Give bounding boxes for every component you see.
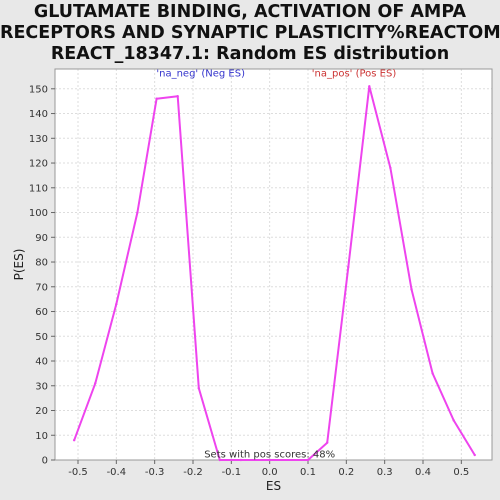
data-point	[136, 211, 139, 214]
y-tick-label: 130	[29, 134, 48, 145]
chart-title-line-3: REACT_18347.1: Random ES distribution	[50, 44, 450, 64]
x-tick-label: -0.5	[68, 467, 88, 478]
y-tick-label: 80	[35, 258, 48, 269]
x-tick-label: 0.0	[262, 467, 278, 478]
data-point	[155, 97, 158, 100]
y-tick-label: 140	[29, 109, 48, 120]
y-tick-label: 90	[35, 233, 48, 244]
x-tick-label: 0.2	[338, 467, 354, 478]
y-tick-label: 20	[35, 406, 48, 417]
y-axis-label: P(ES)	[12, 249, 26, 281]
data-point	[347, 265, 350, 269]
chart-title-line-1: GLUTAMATE BINDING, ACTIVATION OF AMPA	[33, 2, 467, 22]
x-tick-label: 0.5	[453, 467, 469, 478]
x-tick-label: -0.1	[222, 467, 242, 478]
data-point	[115, 302, 118, 306]
y-tick-label: 0	[42, 456, 48, 467]
x-tick-label: -0.4	[107, 467, 127, 478]
y-tick-label: 30	[35, 381, 48, 392]
chart-title-line-2: RECEPTORS AND SYNAPTIC PLASTICITY%REACTO…	[0, 23, 500, 43]
x-tick-label: -0.3	[145, 467, 165, 478]
x-tick-label: 0.3	[377, 467, 393, 478]
data-point	[431, 372, 434, 375]
plot-area	[55, 69, 492, 460]
y-tick-label: 110	[29, 183, 48, 194]
data-point	[452, 419, 455, 422]
data-point	[410, 288, 413, 291]
x-tick-label: 0.4	[415, 467, 431, 478]
data-point	[368, 85, 371, 88]
data-point	[306, 458, 310, 462]
chart-title: GLUTAMATE BINDING, ACTIVATION OF AMPA RE…	[0, 2, 500, 65]
x-axis-label: ES	[266, 479, 281, 493]
x-tick-label: 0.1	[300, 467, 316, 478]
y-tick-label: 70	[35, 282, 48, 293]
data-point	[72, 439, 76, 442]
neg-es-annotation: 'na_neg' (Neg ES)	[156, 68, 245, 79]
data-point	[325, 441, 329, 444]
data-point	[94, 382, 97, 385]
data-point	[218, 458, 222, 462]
data-point	[197, 387, 200, 390]
y-tick-label: 40	[35, 357, 48, 368]
y-tick-label: 100	[29, 208, 48, 219]
y-tick-label: 120	[29, 159, 48, 170]
data-point	[389, 166, 392, 170]
data-point	[473, 453, 476, 457]
data-point	[268, 458, 271, 462]
y-tick-label: 50	[35, 332, 48, 343]
data-point	[239, 458, 243, 462]
pos-score-annotation: Sets with pos scores: 48%	[204, 450, 335, 461]
y-tick-label: 150	[29, 84, 48, 95]
data-point	[176, 95, 179, 98]
y-tick-label: 10	[35, 431, 48, 442]
y-tick-label: 60	[35, 307, 48, 318]
pos-es-annotation: 'na_pos' (Pos ES)	[312, 68, 397, 79]
x-tick-label: -0.2	[183, 467, 203, 478]
